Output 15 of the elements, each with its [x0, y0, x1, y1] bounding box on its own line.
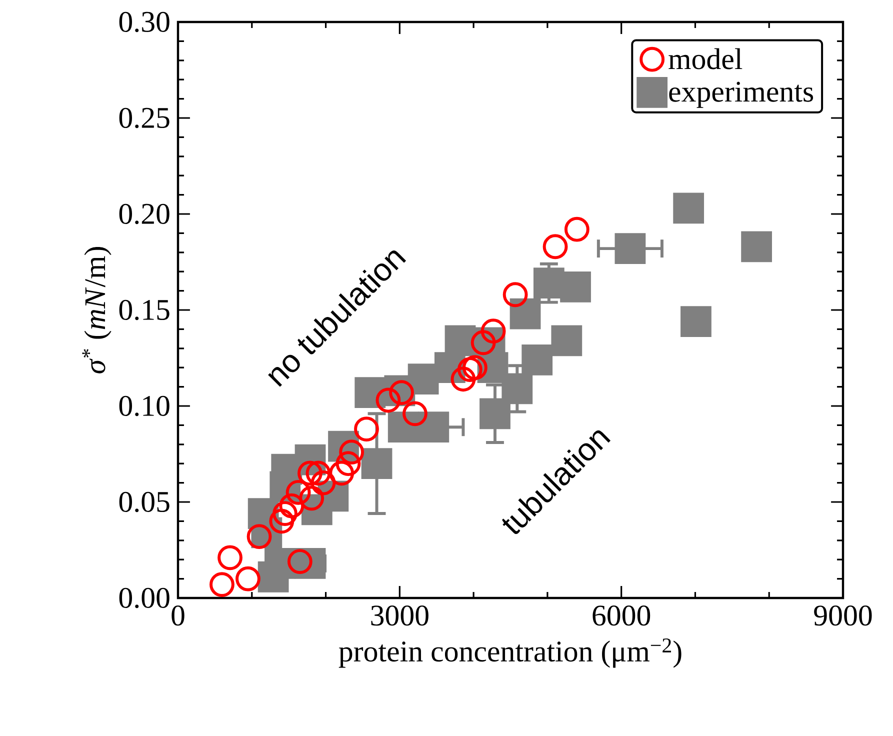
y-tick-label: 0.15: [119, 300, 170, 320]
x-tick-label: 9000: [814, 606, 872, 626]
y-tick-label: 0.10: [119, 396, 170, 416]
legend-label: model: [668, 48, 742, 70]
x-axis-title: protein concentration (μm$^{−2}$): [338, 638, 682, 668]
y-tick-label: 0.25: [119, 108, 170, 128]
y-tick-label: 0.20: [119, 204, 170, 224]
y-axis-title: σ$^{*}$ (mN/m): [82, 247, 112, 374]
y-tick-label: 0.00: [119, 588, 170, 608]
x-tick-label: 3000: [371, 606, 428, 626]
y-tick-label: 0.05: [119, 492, 170, 512]
legend-label: experiments: [669, 82, 814, 108]
y-tick-label: 0.30: [119, 12, 170, 32]
x-tick-label: 6000: [592, 606, 650, 626]
x-tick-label: 0: [172, 606, 184, 626]
